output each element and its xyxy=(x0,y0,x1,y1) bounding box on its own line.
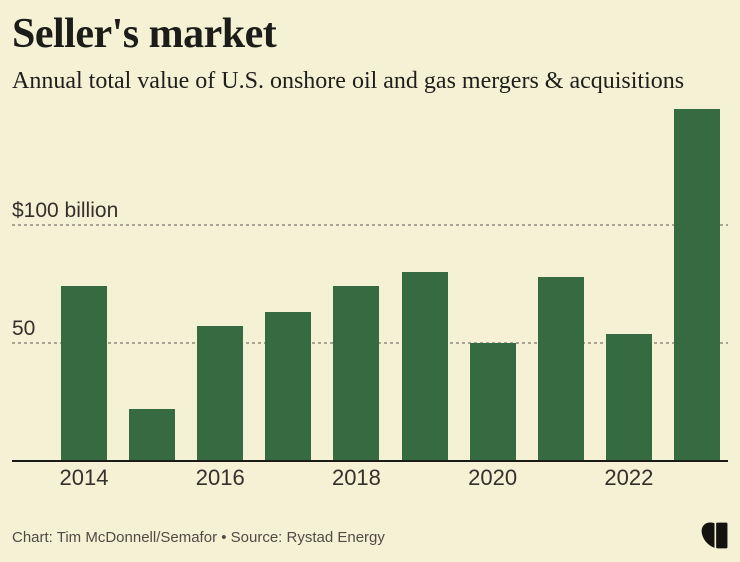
source-caption: Chart: Tim McDonnell/Semafor • Source: R… xyxy=(12,529,385,546)
bar-2014 xyxy=(61,286,107,461)
y-axis-label-50: 50 xyxy=(12,317,36,340)
chart-subtitle: Annual total value of U.S. onshore oil a… xyxy=(12,68,685,94)
bar-2020 xyxy=(470,343,516,461)
chart-title: Seller's market xyxy=(12,11,277,57)
x-axis-label-2020: 2020 xyxy=(468,465,518,490)
bar-2015 xyxy=(129,409,175,461)
x-axis-label-2018: 2018 xyxy=(331,465,381,490)
bar-2018 xyxy=(333,286,379,461)
bar-2016 xyxy=(197,326,243,461)
bar-2023 xyxy=(674,109,720,461)
gridline-100-billion xyxy=(12,224,728,226)
bar-2017 xyxy=(265,312,311,461)
semafor-logo-icon xyxy=(701,522,728,549)
x-axis-line xyxy=(12,460,728,462)
bar-2021 xyxy=(538,277,584,461)
x-axis-label-2014: 2014 xyxy=(59,465,109,490)
x-axis-label-2022: 2022 xyxy=(604,465,654,490)
y-axis-label-100-billion: $100 billion xyxy=(12,199,119,222)
x-axis-label-2016: 2016 xyxy=(195,465,245,490)
bar-2019 xyxy=(402,272,448,461)
bar-2022 xyxy=(606,334,652,461)
